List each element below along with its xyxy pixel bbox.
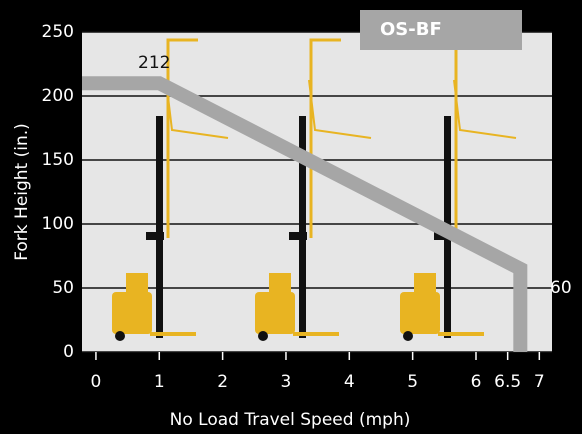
annotation: 60 (550, 278, 572, 298)
plot (82, 76, 528, 352)
x-tick-label: 4 (344, 372, 355, 392)
x-tick-label: 0 (91, 372, 102, 392)
x-tick-label: 6.5 (494, 372, 521, 392)
x-tick-label: 2 (217, 372, 228, 392)
x-tick-label: 7 (534, 372, 545, 392)
x-tick-label: 5 (407, 372, 418, 392)
series-line (82, 76, 528, 352)
y-tick-label: 100 (42, 214, 74, 234)
y-tick-label: 250 (42, 22, 74, 42)
y-tick-label: 0 (63, 342, 74, 362)
y-axis-title: Fork Height (in.) (12, 123, 32, 261)
x-tick-label: 6 (471, 372, 482, 392)
legend-label: OS-BF (380, 19, 442, 40)
y-tick-label: 150 (42, 150, 74, 170)
y-tick-label: 50 (52, 278, 74, 298)
y-tick-label: 200 (42, 86, 74, 106)
legend-box (360, 10, 522, 50)
x-axis-title: No Load Travel Speed (mph) (170, 410, 411, 430)
x-tick-label: 3 (281, 372, 292, 392)
annotation: 212 (138, 53, 170, 73)
x-tick-label: 1 (154, 372, 165, 392)
